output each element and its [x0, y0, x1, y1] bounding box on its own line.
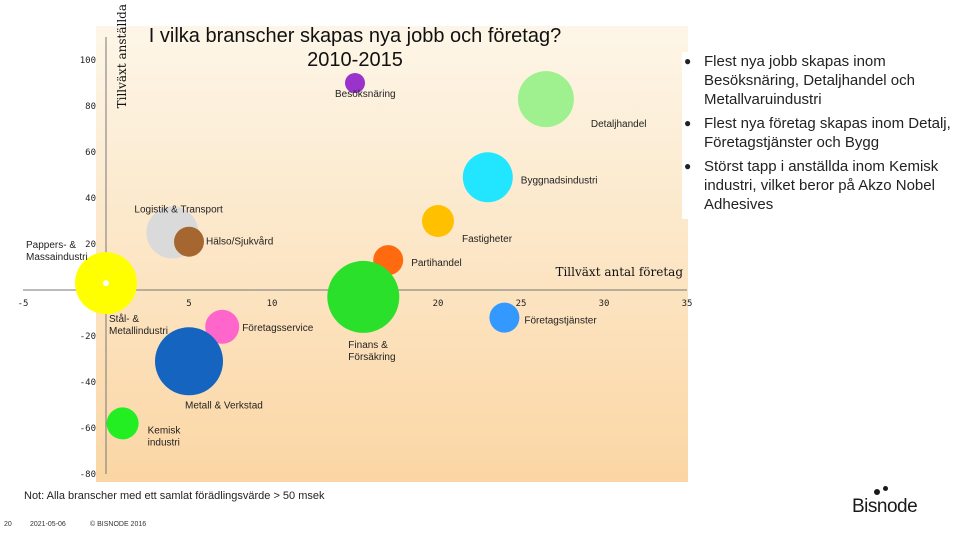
logo-text: Bisnode [852, 496, 918, 517]
bubble [489, 302, 520, 333]
footer-date: 2021-05-06 [30, 521, 66, 528]
bubble [155, 327, 223, 396]
x-axis-title: Tillväxt antal företag [555, 265, 683, 279]
point-label: Kemisk industri [148, 425, 182, 448]
chart-title: I vilka branscher skapas nya jobb och fö… [140, 24, 570, 72]
y-tick-label: 80 [85, 102, 96, 112]
point-label: Partihandel [411, 258, 462, 269]
point-label: Fastigheter [462, 234, 513, 245]
x-tick-label: 35 [682, 299, 693, 309]
point-label: Företagstjänster [524, 316, 597, 327]
point-label: Logistik & Transport [134, 205, 223, 216]
y-tick-label: 100 [80, 56, 96, 66]
point-label: Hälso/Sjukvård [206, 236, 273, 248]
bubble [422, 205, 454, 237]
y-axis-title: Tillväxt anställda [115, 4, 129, 108]
x-tick-label: 5 [186, 299, 191, 309]
y-tick-label: -20 [80, 332, 96, 342]
bullet-item: Flest nya företag skapas inom Detalj, Fö… [682, 114, 952, 152]
point-label: Besöksnäring [335, 89, 396, 100]
bullet-item: Störst tapp i anställda inom Kemisk indu… [682, 157, 952, 214]
footnote: Not: Alla branscher med ett samlat föräd… [24, 490, 325, 502]
bubble [327, 260, 400, 333]
point-label: Metall & Verkstad [185, 400, 263, 411]
point-label: Stål- & Metallindustri [109, 313, 168, 337]
point-label: Byggnadsindustri [521, 175, 598, 186]
point-label: Pappers- & Massaindustri [26, 240, 88, 263]
y-tick-label: -80 [80, 470, 96, 480]
x-tick-label: 25 [516, 299, 527, 309]
footer-copyright: © BISNODE 2016 [90, 521, 147, 528]
title-line-2: 2010-2015 [307, 49, 403, 71]
x-tick-label: -5 [18, 299, 29, 309]
y-tick-label: 20 [85, 240, 96, 250]
bubble [106, 407, 139, 440]
bubble [174, 226, 204, 257]
y-tick-label: -40 [80, 378, 96, 388]
point-label: Detaljhandel [591, 119, 647, 130]
title-line-1: I vilka branscher skapas nya jobb och fö… [148, 25, 562, 47]
y-tick-label: -60 [80, 424, 96, 434]
bubble [345, 73, 365, 93]
bubble [205, 309, 240, 344]
bisnode-logo: Bisnode [852, 486, 932, 522]
x-tick-label: 30 [599, 299, 610, 309]
page-number: 20 [4, 521, 12, 528]
bubble [462, 152, 513, 203]
point-label: Företagsservice [242, 323, 314, 334]
bubble [103, 280, 109, 287]
y-tick-label: 40 [85, 194, 96, 204]
point-label: Finans & Försäkring [348, 340, 395, 363]
bullet-item: Flest nya jobb skapas inom Besöksnäring,… [682, 52, 952, 109]
x-tick-label: 10 [267, 299, 278, 309]
bullet-list: Flest nya jobb skapas inom Besöksnäring,… [682, 52, 952, 219]
y-tick-label: 60 [85, 148, 96, 158]
bubble [517, 71, 574, 128]
x-tick-label: 20 [433, 299, 444, 309]
